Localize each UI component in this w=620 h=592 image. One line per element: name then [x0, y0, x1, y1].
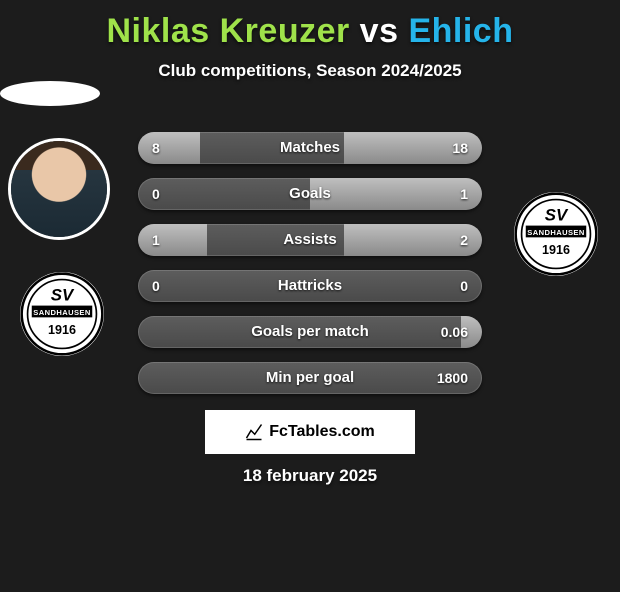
player2-name: Ehlich	[408, 12, 513, 50]
svg-text:SANDHAUSEN: SANDHAUSEN	[527, 228, 584, 237]
svg-text:1916: 1916	[48, 323, 76, 337]
svg-text:SV: SV	[545, 206, 569, 225]
shield-icon: SV SANDHAUSEN 1916	[20, 272, 104, 356]
player1-club-badge: SV SANDHAUSEN 1916	[20, 272, 104, 356]
stat-label: Matches	[138, 132, 482, 164]
svg-text:SANDHAUSEN: SANDHAUSEN	[33, 308, 90, 317]
stat-row: 00Hattricks	[138, 270, 482, 302]
shield-icon: SV SANDHAUSEN 1916	[514, 192, 598, 276]
player1-face-placeholder	[11, 141, 107, 237]
stat-row: 12Assists	[138, 224, 482, 256]
player1-name: Niklas Kreuzer	[107, 12, 350, 50]
stat-row: 1800Min per goal	[138, 362, 482, 394]
stats-table: 818Matches 01Goals 12Assists 00Hattricks 0.0…	[138, 132, 482, 408]
stat-row: 818Matches	[138, 132, 482, 164]
stat-label: Hattricks	[138, 270, 482, 302]
comparison-subtitle: Club competitions, Season 2024/2025	[0, 61, 620, 81]
chart-icon	[245, 423, 263, 441]
player2-photo	[0, 81, 100, 106]
stat-label: Min per goal	[138, 362, 482, 394]
player1-photo	[8, 138, 110, 240]
source-label: FcTables.com	[269, 423, 375, 441]
vs-separator: vs	[350, 12, 409, 50]
stat-label: Goals per match	[138, 316, 482, 348]
svg-text:1916: 1916	[542, 243, 570, 257]
stat-row: 0.06Goals per match	[138, 316, 482, 348]
stat-label: Goals	[138, 178, 482, 210]
source-badge: FcTables.com	[205, 410, 415, 454]
stat-label: Assists	[138, 224, 482, 256]
player2-club-badge: SV SANDHAUSEN 1916	[514, 192, 598, 276]
stat-row: 01Goals	[138, 178, 482, 210]
svg-text:SV: SV	[51, 286, 75, 305]
snapshot-date: 18 february 2025	[0, 466, 620, 486]
comparison-title: Niklas Kreuzer vs Ehlich	[0, 12, 620, 51]
